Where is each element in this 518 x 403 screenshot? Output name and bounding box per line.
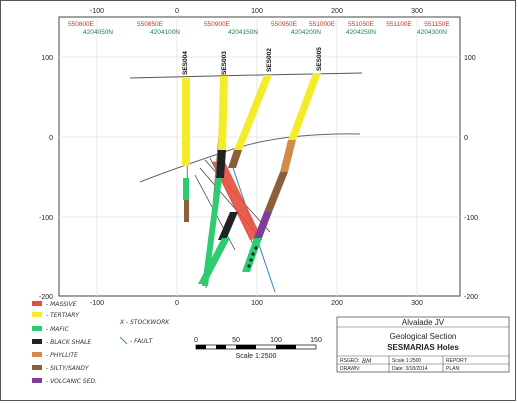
- legend-swatch-volcanic: [32, 378, 42, 383]
- x-tick-top: -100: [90, 8, 104, 15]
- northing-label: 4204200N: [291, 29, 321, 36]
- easting-label: 551000E: [309, 21, 336, 28]
- x-tick-bottom: 100: [251, 300, 263, 307]
- y-tick-right: 100: [464, 55, 476, 62]
- northing-labels: 4204050N 4204100N 4204150N 4204200N 4204…: [83, 29, 447, 36]
- easting-label: 551150E: [424, 21, 450, 28]
- northing-label: 4204100N: [150, 29, 180, 36]
- scale-bar: 0 50 100 150 Scale 1:2500: [194, 337, 322, 360]
- legend-fault-symbol: [119, 336, 128, 345]
- scale-tick: 100: [270, 337, 282, 344]
- scale-tick: 50: [232, 337, 240, 344]
- legend-label: - BLACK SHALE: [46, 339, 91, 346]
- legend-label: - MAFIC: [46, 326, 70, 333]
- hole-label-ses004: SES004: [182, 51, 189, 75]
- scale-label: Scale 1:2500: [236, 353, 277, 360]
- legend-swatch-phyllite: [32, 352, 42, 357]
- plan-label: PLAN:: [446, 366, 460, 372]
- easting-labels: 550800E 550850E 550900E 550950E 551000E …: [68, 21, 450, 28]
- x-tick-bottom: 300: [411, 300, 423, 307]
- x-tick-bottom: 0: [175, 300, 179, 307]
- easting-label: 550800E: [68, 21, 95, 28]
- legend-label: - SILTY/SANDY: [46, 365, 90, 372]
- y-tick-right: -200: [464, 294, 478, 301]
- y-axis-right: 100 0 -100 -200: [464, 55, 478, 301]
- title-line-1: Geological Section: [390, 332, 457, 341]
- easting-label: 550850E: [137, 21, 164, 28]
- legend-stockwork: X - STOCKWORK: [119, 319, 170, 326]
- topography-line: [129, 72, 363, 79]
- drillhole-ses002: [198, 75, 272, 284]
- rsgeo-label: RSGEO:: [340, 358, 359, 364]
- drawn-label: DRAWN:: [340, 366, 360, 372]
- title-line-2: SESMARIAS Holes: [387, 343, 459, 352]
- company-name: Alvalade JV: [402, 318, 445, 327]
- grid: [59, 17, 460, 296]
- y-tick-right: -100: [464, 215, 478, 222]
- legend-label: - VOLCANIC SED.: [46, 378, 97, 385]
- northing-label: 4204250N: [346, 29, 376, 36]
- plot-frame: [58, 16, 461, 297]
- hole-label-ses005: SES005: [316, 47, 323, 71]
- date-text: Date: 3/18/2014: [392, 366, 428, 372]
- legend-label: - PHYLLITE: [46, 352, 78, 359]
- easting-label: 551050E: [348, 21, 375, 28]
- northing-label: 4204050N: [83, 29, 113, 36]
- report-label: REPORT:: [446, 358, 468, 364]
- y-tick-left: 100: [41, 55, 53, 62]
- hole-label-ses002: SES002: [266, 48, 273, 72]
- y-tick-right: 0: [464, 135, 468, 142]
- massive-sulphide-body: [212, 160, 262, 240]
- easting-label: 551100E: [386, 21, 412, 28]
- legend-swatch-black-shale: [32, 339, 42, 344]
- x-tick-top: 200: [331, 8, 343, 15]
- x-axis-top: -100 0 100 200 300: [90, 8, 423, 15]
- x-tick-bottom: -100: [90, 300, 104, 307]
- scale-tick: 0: [194, 337, 198, 344]
- legend-label: - MASSIVE: [46, 301, 77, 308]
- drillhole-ses003: [202, 75, 228, 289]
- scale-tick: 150: [310, 337, 322, 344]
- y-axis-left: 100 0 -100 -200: [39, 55, 53, 301]
- legend-swatch-mafic: [32, 326, 42, 331]
- scale-text: Scale 1:2500: [392, 358, 421, 364]
- x-tick-top: 300: [411, 8, 423, 15]
- drillhole-ses005: [242, 73, 321, 272]
- easting-label: 550950E: [271, 21, 298, 28]
- x-tick-top: 100: [251, 8, 263, 15]
- legend-swatch-silty: [32, 365, 42, 370]
- x-tick-bottom: 200: [331, 300, 343, 307]
- northing-label: 4204150N: [228, 29, 258, 36]
- legend-label: - TERTIARY: [46, 312, 80, 319]
- legend-swatch-tertiary: [32, 312, 42, 317]
- y-tick-left: -200: [39, 294, 53, 301]
- drillhole-ses004: [182, 77, 190, 223]
- legend: - MASSIVE - TERTIARY - MAFIC - BLACK SHA…: [32, 301, 170, 385]
- rsgeo-value: BM: [362, 358, 372, 365]
- legend-swatch-massive: [32, 301, 42, 306]
- x-axis-bottom: -100 0 100 200 300: [90, 300, 423, 307]
- tertiary-base-contact: [139, 133, 361, 183]
- hole-label-ses003: SES003: [221, 51, 228, 75]
- y-tick-left: 0: [49, 135, 53, 142]
- x-tick-top: 0: [175, 8, 179, 15]
- legend-fault: - FAULT: [130, 338, 154, 345]
- title-block: Alvalade JV Geological Section SESMARIAS…: [336, 316, 510, 373]
- easting-label: 550900E: [204, 21, 231, 28]
- northing-label: 4204300N: [417, 29, 447, 36]
- y-tick-left: -100: [39, 215, 53, 222]
